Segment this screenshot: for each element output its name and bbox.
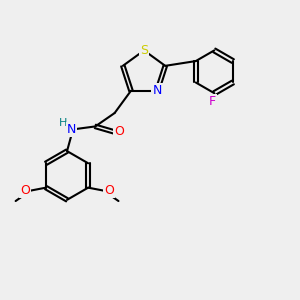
Text: N: N [67,123,76,136]
Text: O: O [114,125,124,138]
Text: O: O [104,184,114,197]
Text: N: N [152,84,162,97]
Text: H: H [59,118,68,128]
Text: F: F [209,95,216,108]
Text: O: O [20,184,30,197]
Text: S: S [140,44,148,57]
